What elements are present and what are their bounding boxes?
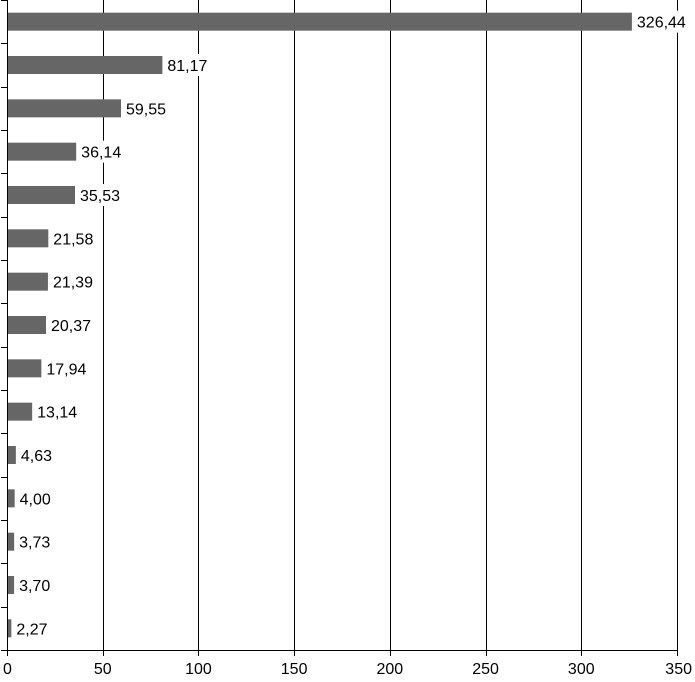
data-label-1: 326,44 [637, 15, 686, 32]
data-label-bg-2 [163, 54, 212, 76]
bar-11 [7, 446, 16, 464]
data-label-bg-10 [33, 400, 82, 423]
x-tick-label-150: 150 [281, 661, 308, 678]
x-tick-label-300: 300 [568, 661, 595, 678]
x-tick-label-0: 0 [3, 661, 12, 678]
bar-9 [7, 359, 42, 378]
bars [7, 12, 632, 638]
data-label-bg-9 [42, 357, 91, 380]
data-label-bg-6 [49, 227, 98, 250]
data-label-bg-13 [15, 530, 55, 553]
data-label-13: 3,73 [19, 535, 50, 552]
bar-13 [7, 532, 15, 551]
data-label-14: 3,70 [19, 578, 50, 595]
data-label-3: 59,55 [126, 101, 166, 118]
bar-7 [7, 272, 48, 291]
data-label-2: 81,17 [167, 58, 207, 75]
data-label-bg-11 [16, 444, 57, 466]
bar-5 [7, 186, 76, 204]
data-label-bg-1 [632, 10, 690, 33]
bar-15 [7, 619, 12, 638]
bar-4 [7, 142, 77, 161]
data-label-bg-7 [48, 270, 97, 293]
data-label-12: 4,00 [20, 491, 51, 508]
bar-3 [7, 99, 121, 118]
data-label-7: 21,39 [53, 275, 93, 292]
bar-8 [7, 316, 46, 334]
data-label-9: 17,94 [46, 361, 86, 378]
data-label-bg-12 [15, 487, 55, 510]
data-label-bg-8 [46, 314, 96, 336]
bar-10 [7, 402, 33, 421]
data-label-11: 4,63 [21, 448, 52, 465]
data-label-15: 2,27 [16, 621, 47, 638]
data-label-4: 36,14 [81, 145, 121, 162]
gridlines [103, 0, 678, 650]
data-label-5: 35,53 [80, 188, 120, 205]
x-tick-label-50: 50 [94, 661, 112, 678]
x-tick-label-100: 100 [185, 661, 212, 678]
x-tick-label-250: 250 [472, 661, 499, 678]
data-label-bg-4 [77, 140, 126, 163]
bar-14 [7, 576, 15, 594]
bar-2 [7, 56, 163, 74]
data-label-10: 13,14 [37, 405, 77, 422]
data-label-bg-15 [12, 617, 52, 640]
data-label-8: 20,37 [51, 318, 91, 335]
x-tick-label-350: 350 [665, 661, 692, 678]
x-tick-label-200: 200 [377, 661, 404, 678]
data-labels: 326,44 81,17 59,55 36,14 35,53 21,58 21,39 20,3… [12, 10, 690, 640]
data-label-bg-3 [121, 97, 171, 120]
bar-12 [7, 489, 15, 508]
data-label-bg-14 [15, 574, 55, 596]
data-label-bg-5 [76, 184, 125, 206]
bar-6 [7, 229, 49, 248]
data-label-6: 21,58 [53, 231, 93, 248]
bar-1 [7, 12, 632, 31]
